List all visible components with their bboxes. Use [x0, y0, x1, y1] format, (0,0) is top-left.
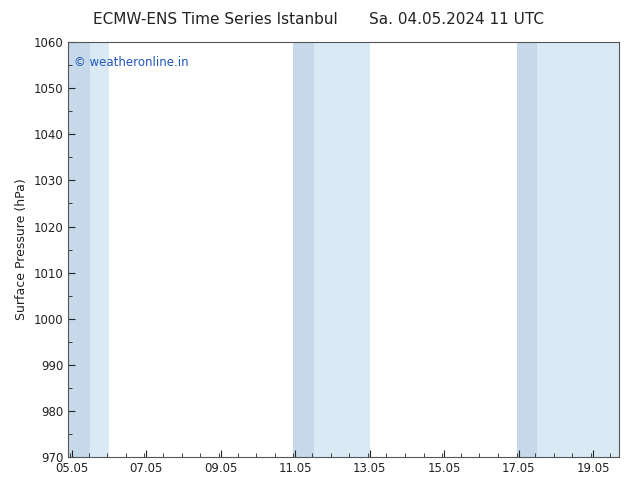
Y-axis label: Surface Pressure (hPa): Surface Pressure (hPa) — [15, 179, 28, 320]
Bar — [314, 42, 370, 457]
Text: Sa. 04.05.2024 11 UTC: Sa. 04.05.2024 11 UTC — [369, 12, 544, 27]
Bar — [517, 42, 537, 457]
Bar — [537, 42, 619, 457]
Text: © weatheronline.in: © weatheronline.in — [74, 56, 188, 69]
Bar — [91, 42, 109, 457]
Text: ECMW-ENS Time Series Istanbul: ECMW-ENS Time Series Istanbul — [93, 12, 338, 27]
Bar — [68, 42, 91, 457]
Bar — [294, 42, 314, 457]
